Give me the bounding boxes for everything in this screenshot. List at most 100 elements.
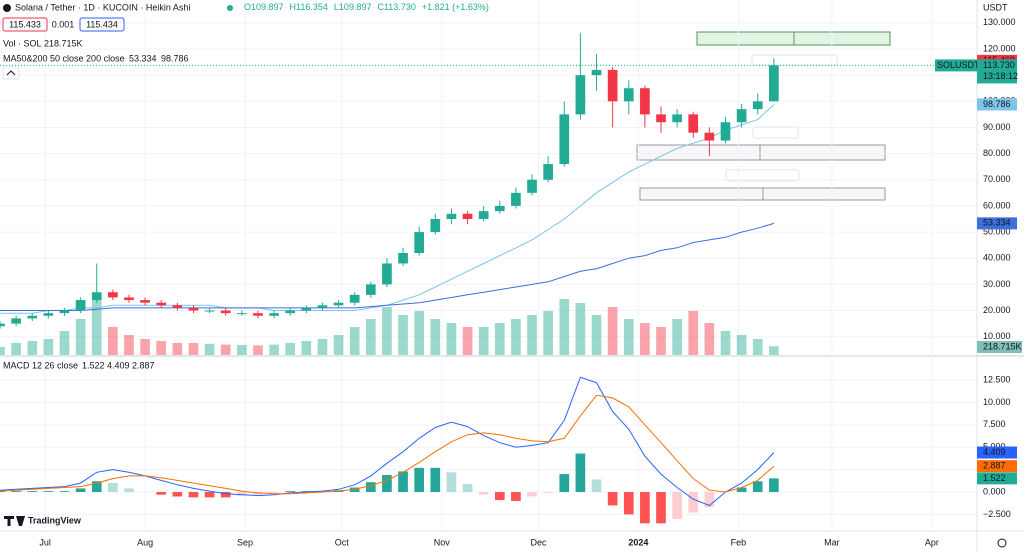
candle-body <box>188 307 199 311</box>
candle-body <box>398 253 408 264</box>
candle-body <box>253 313 263 316</box>
candle-body <box>559 114 570 165</box>
candle-body <box>91 292 102 301</box>
volume-bar <box>382 307 392 355</box>
y-tick-label: −2.500 <box>983 509 1011 519</box>
ohlc-item: C113.730 <box>377 2 415 12</box>
histogram-bar <box>236 492 247 496</box>
volume-bar <box>656 327 666 355</box>
candle-body <box>285 310 296 314</box>
volume-bar <box>478 327 489 355</box>
histogram-bar <box>59 491 70 493</box>
histogram-bar <box>736 487 747 493</box>
candle-body <box>140 300 150 303</box>
volume-bar <box>462 327 473 355</box>
volume-bar <box>591 315 602 355</box>
ask: 115.434 <box>86 19 118 29</box>
y-tick-label: 10.000 <box>983 331 1011 341</box>
ma-title: MA50&200 50 close 200 close <box>3 53 125 63</box>
countdown: 13:18:12 <box>983 71 1018 81</box>
y-tick-label: 10.000 <box>983 397 1011 407</box>
macd-badge-label: 2.887 <box>983 461 1006 471</box>
volume-bar <box>511 319 521 355</box>
histogram-bar <box>623 492 634 515</box>
histogram-bar <box>365 482 376 493</box>
macd-badge <box>977 446 1017 459</box>
volume-bar <box>607 307 618 355</box>
volume-bar <box>172 343 183 355</box>
volume-bar <box>27 341 38 355</box>
volume-bar <box>236 345 247 355</box>
volume-bar <box>688 311 699 355</box>
ohlc-item: H116.354 <box>290 2 328 12</box>
volume-bar <box>430 319 441 355</box>
volume-bar <box>11 343 21 355</box>
volume-bar <box>704 323 715 355</box>
price-badge-label: 53.334 <box>983 218 1011 228</box>
volume-bar <box>43 339 54 355</box>
histogram-bar <box>0 491 5 493</box>
price-badge-label: 113.730 <box>983 60 1015 70</box>
x-tick-label: Apr <box>925 537 939 547</box>
currency[interactable]: USDT <box>983 2 1008 12</box>
ask-box[interactable] <box>79 17 125 32</box>
candle-body <box>494 205 505 212</box>
candle-body <box>752 101 763 110</box>
candle-body <box>591 69 602 76</box>
candle-body <box>527 179 537 193</box>
macd-line <box>0 394 775 495</box>
candle-body <box>236 313 247 315</box>
histogram-bar <box>559 474 570 493</box>
volume-bar <box>575 303 586 355</box>
price-badge <box>977 59 1017 84</box>
volume-bar <box>108 327 118 355</box>
volume-bar <box>140 339 150 355</box>
x-tick-label: Mar <box>824 537 840 547</box>
brand-logo <box>4 516 25 526</box>
market-status <box>227 5 233 11</box>
histogram-bar <box>398 471 408 493</box>
macd-hist-value: 1.522 <box>82 360 105 370</box>
candle-body <box>656 114 666 123</box>
histogram-bar <box>27 491 38 493</box>
volume-bar <box>59 331 70 355</box>
y-tick-label: 40.000 <box>983 253 1011 263</box>
volume-bar <box>91 295 102 355</box>
ohlc-item: L109.897 <box>334 2 372 12</box>
macd-badge-label: 1.522 <box>983 473 1006 483</box>
signal-value: 2.887 <box>132 360 155 370</box>
candle-body <box>446 213 457 219</box>
settings-icon[interactable] <box>997 538 1007 548</box>
bid-box[interactable] <box>2 17 48 32</box>
histogram-bar <box>591 479 602 493</box>
macd-title: MACD 12 26 close <box>3 360 78 370</box>
volume-badge <box>977 341 1022 353</box>
candle-body <box>317 305 328 308</box>
histogram-bar <box>108 483 118 493</box>
histogram-bar <box>11 491 21 493</box>
histogram-bar <box>414 467 425 493</box>
histogram-bar <box>75 488 86 493</box>
symbol-logo <box>3 4 11 12</box>
volume-bar <box>736 335 747 355</box>
x-tick-label: Aug <box>137 537 153 547</box>
histogram-bar <box>575 453 586 493</box>
histogram-bar <box>382 474 392 493</box>
histogram-bar <box>269 492 279 493</box>
y-tick-label: 90.000 <box>983 122 1011 132</box>
x-tick-label: Nov <box>434 537 451 547</box>
collapse-button[interactable] <box>2 66 20 80</box>
symbol-badge <box>935 59 977 72</box>
x-tick-label: Sep <box>237 537 253 547</box>
candle-body <box>462 213 473 219</box>
histogram-bar <box>156 492 167 495</box>
candle-body <box>382 263 392 285</box>
volume-bar <box>349 327 360 355</box>
histogram-bar <box>124 488 134 493</box>
candle-body <box>75 300 86 311</box>
candle-body <box>543 164 553 180</box>
x-tick-label: Dec <box>530 537 547 547</box>
histogram-bar <box>446 472 457 493</box>
volume-bar <box>220 344 231 355</box>
y-tick-label: 60.000 <box>983 200 1011 210</box>
